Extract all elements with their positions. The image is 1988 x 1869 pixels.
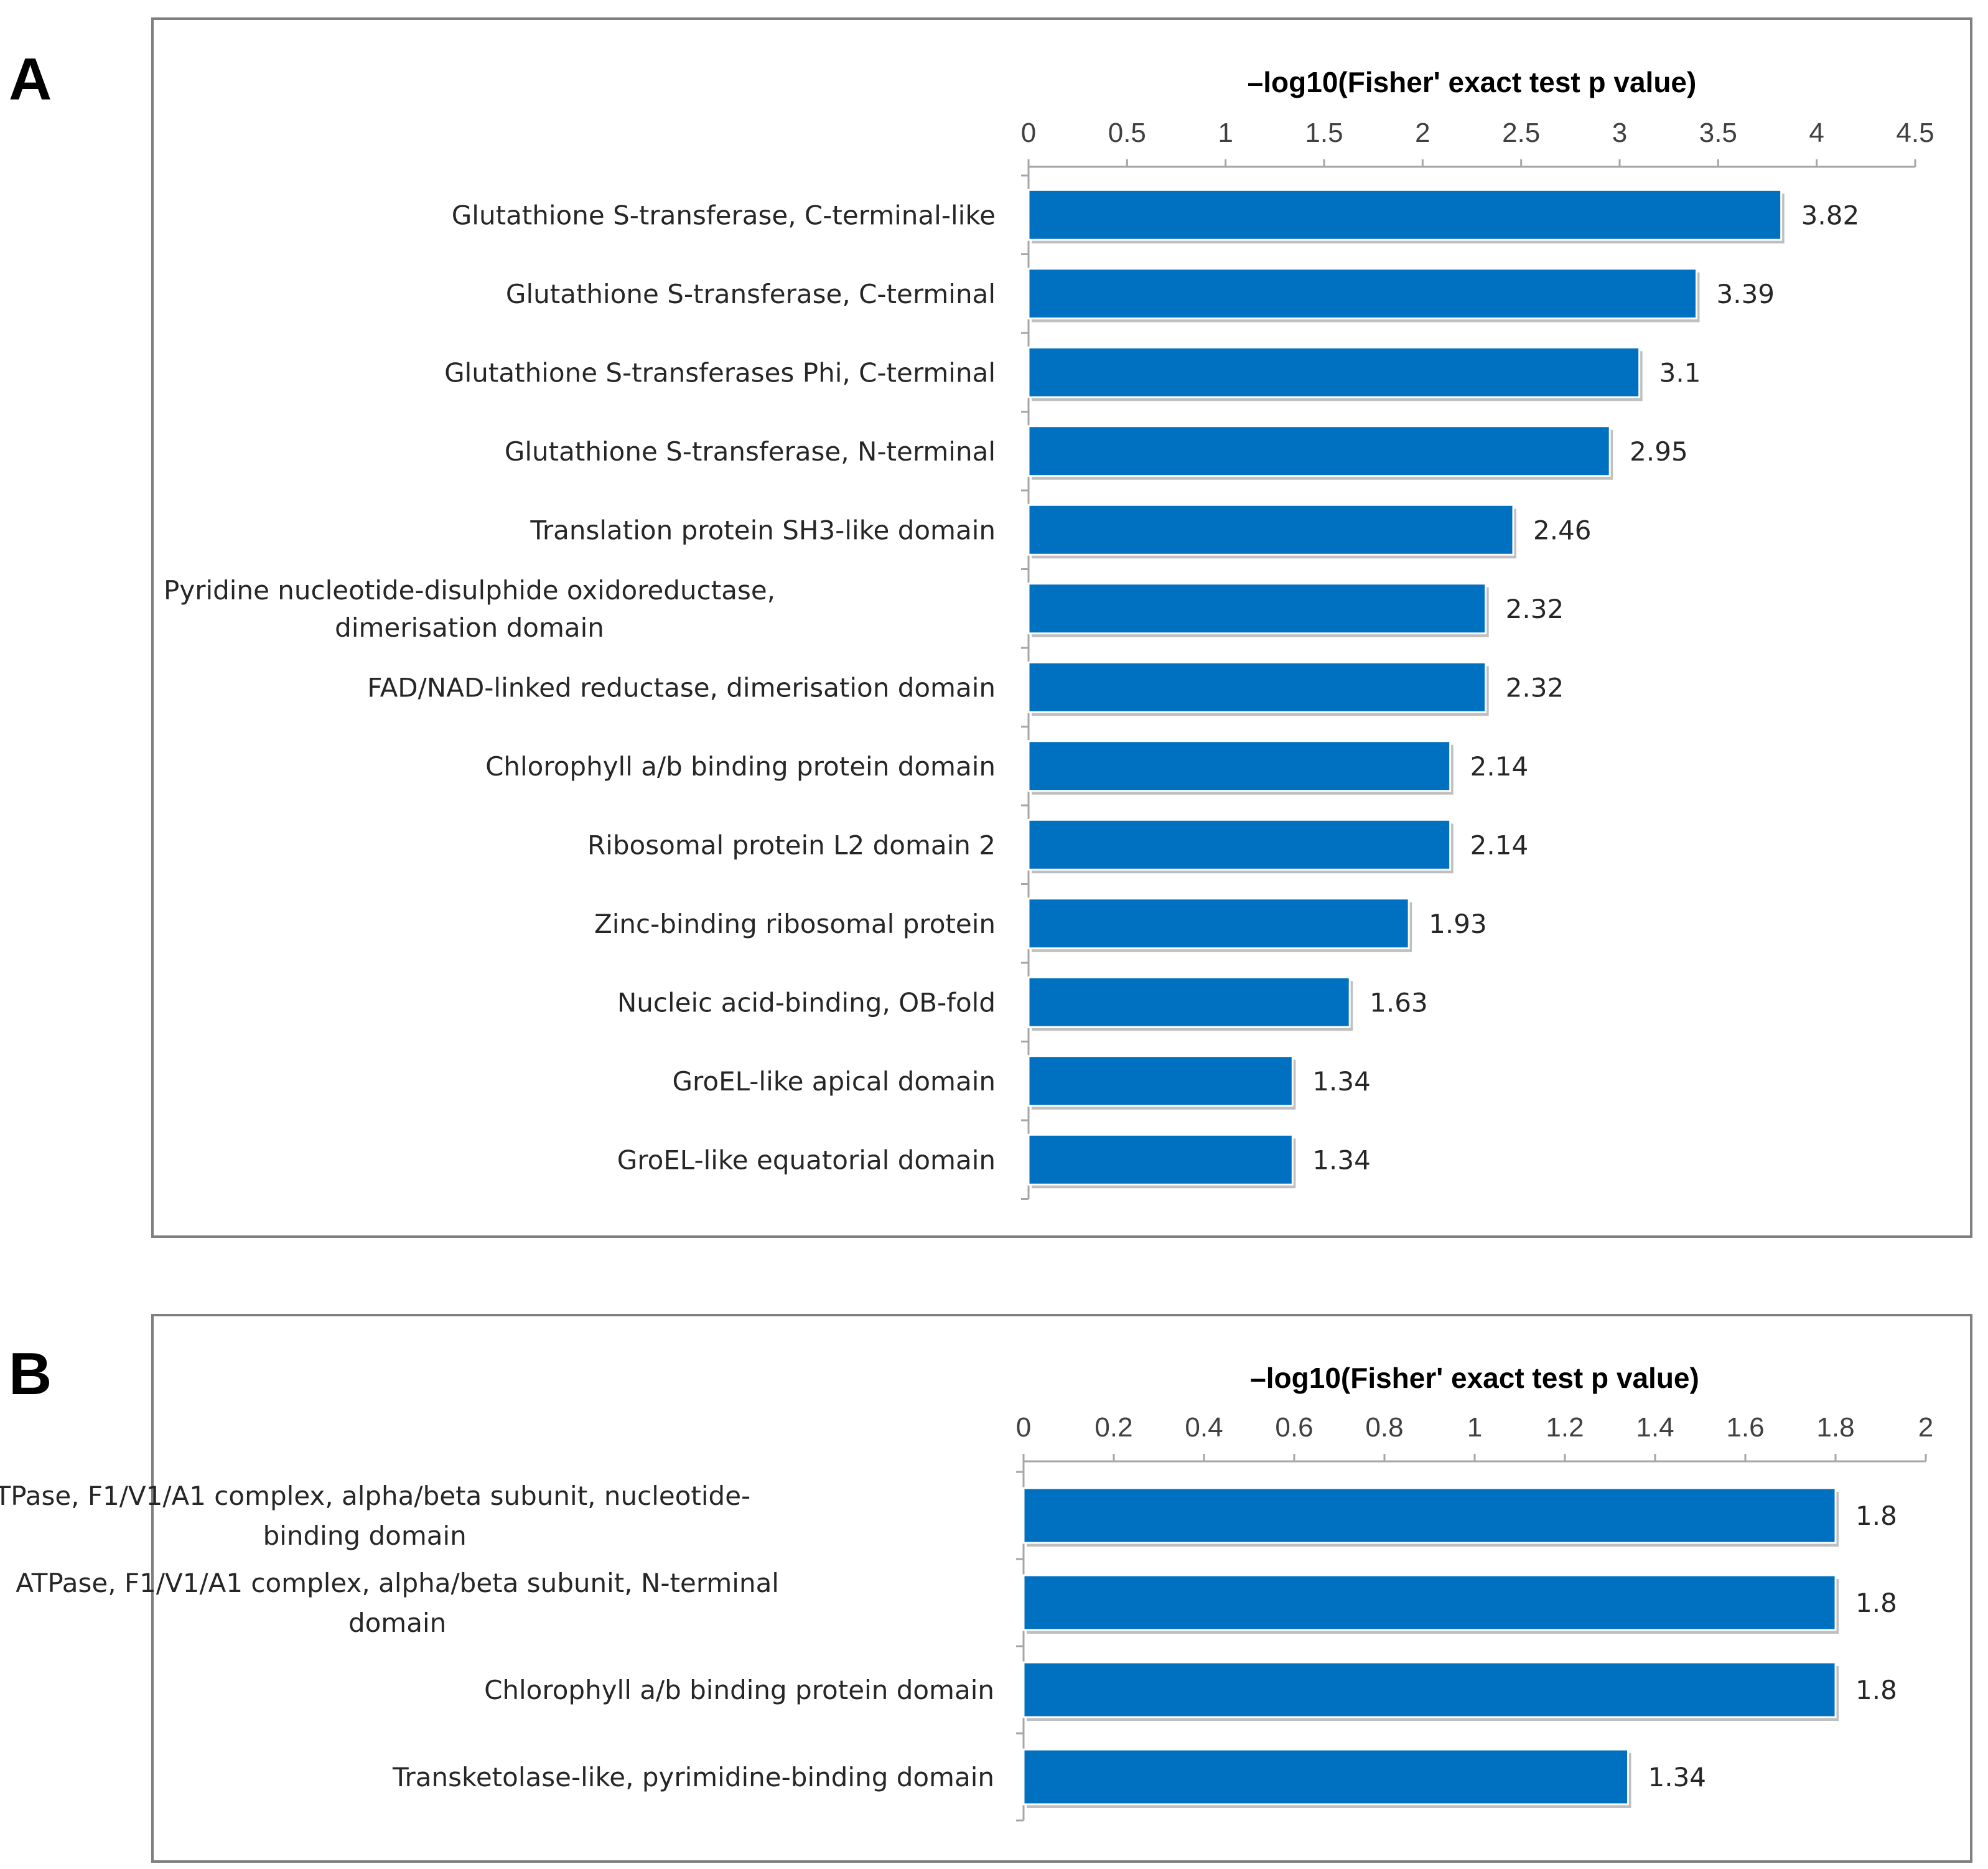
chart-b-category-label-line: ATPase, F1/V1/A1 complex, alpha/beta sub… [0, 1481, 750, 1511]
panel-b-letter: B [9, 1341, 52, 1407]
chart-b-category-label-line: ATPase, F1/V1/A1 complex, alpha/beta sub… [16, 1568, 779, 1598]
panel-a-letter: A [9, 46, 52, 113]
chart-a-category-label-line: Chlorophyll a/b binding protein domain [485, 751, 996, 782]
chart-a-data-label: 3.39 [1717, 279, 1775, 309]
chart-a-category-label: Chlorophyll a/b binding protein domain [485, 751, 996, 782]
chart-a-axis-title: –log10(Fisher' exact test p value) [1248, 66, 1697, 98]
chart-b-x-tick-label: 2 [1918, 1412, 1933, 1443]
chart-a-bar [1027, 346, 1641, 398]
chart-b-x-tick-label: 1.4 [1636, 1412, 1674, 1443]
chart-a-category-label-line: GroEL-like equatorial domain [617, 1145, 996, 1175]
chart-b-axis-title: –log10(Fisher' exact test p value) [1250, 1362, 1699, 1394]
chart-a-category-label: Glutathione S-transferase, N-terminal [505, 436, 996, 467]
chart-b-x-tick-label: 1 [1467, 1412, 1482, 1443]
chart-a-category-label-line: Glutathione S-transferase, C-terminal-li… [452, 200, 996, 230]
chart-a-bar [1027, 1133, 1294, 1186]
chart-a-category-label: GroEL-like equatorial domain [617, 1145, 996, 1175]
chart-a-x-tick-label: 2.5 [1502, 118, 1540, 148]
chart-a-bar [1027, 976, 1351, 1028]
chart-b-x-tick-label: 0.4 [1185, 1412, 1223, 1443]
chart-a-x-tick-label: 3 [1612, 118, 1627, 148]
chart-a-category-label-line: Zinc-binding ribosomal protein [594, 909, 996, 939]
chart-a-category-label-line: Translation protein SH3-like domain [530, 515, 996, 545]
chart-a-category-label: Ribosomal protein L2 domain 2 [587, 830, 996, 860]
chart-b-category-label-line: domain [348, 1608, 446, 1638]
chart-b-bar [1022, 1748, 1629, 1806]
chart-b-category-label-line: binding domain [263, 1520, 467, 1551]
chart-a-category-label-line: Glutathione S-transferases Phi, C-termin… [444, 357, 996, 388]
chart-a-x-tick-label: 2 [1415, 118, 1430, 148]
chart-a-bar [1027, 661, 1487, 713]
chart-a-category-label: Pyridine nucleotide-disulphide oxidoredu… [164, 575, 775, 643]
chart-b-bar [1022, 1574, 1837, 1631]
chart-a-bar [1027, 897, 1410, 950]
chart-a-x-tick-label: 1 [1218, 118, 1233, 148]
chart-a-x-tick-label: 1.5 [1305, 118, 1343, 148]
chart-a-bar [1027, 504, 1514, 556]
chart-a-bar [1027, 268, 1697, 320]
chart-a-x-tick-label: 4 [1809, 118, 1824, 148]
chart-a-bar [1027, 189, 1783, 241]
chart-b-x-tick-label: 1.6 [1726, 1412, 1764, 1443]
chart-a-x-tick-label: 3.5 [1699, 118, 1737, 148]
chart-b-x-tick-label: 0.2 [1094, 1412, 1132, 1443]
chart-a-data-label: 1.34 [1312, 1145, 1371, 1175]
chart-a-data-label: 2.95 [1630, 436, 1688, 467]
chart-b-data-label: 1.8 [1855, 1675, 1897, 1705]
chart-b-category-label: Transketolase-like, pyrimidine-binding d… [392, 1762, 994, 1792]
chart-a-category-label: Glutathione S-transferase, C-terminal-li… [452, 200, 996, 230]
chart-b-x-tick-label: 0.6 [1275, 1412, 1313, 1443]
chart-a-data-label: 3.82 [1801, 200, 1860, 230]
chart-a-category-label: Zinc-binding ribosomal protein [594, 909, 996, 939]
chart-b-category-label: ATPase, F1/V1/A1 complex, alpha/beta sub… [16, 1568, 779, 1638]
chart-b-bar [1022, 1661, 1837, 1718]
chart-a-category-label-line: FAD/NAD-linked reductase, dimerisation d… [367, 672, 996, 703]
chart-a-data-label: 2.14 [1470, 751, 1529, 782]
chart-a-data-label: 3.1 [1659, 357, 1701, 388]
chart-b-data-label: 1.8 [1855, 1588, 1897, 1618]
chart-b-category-label-line: Chlorophyll a/b binding protein domain [484, 1675, 994, 1705]
chart-a: –log10(Fisher' exact test p value) 0 0.5 1 1… [151, 17, 1972, 1238]
chart-a-category-label: Glutathione S-transferase, C-terminal [506, 279, 996, 309]
chart-a-bar [1027, 583, 1487, 635]
chart-b-category-label: Chlorophyll a/b binding protein domain [484, 1675, 994, 1705]
chart-a-category-label: Glutathione S-transferases Phi, C-termin… [444, 357, 996, 388]
chart-a-data-label: 2.46 [1533, 515, 1592, 545]
chart-b: –log10(Fisher' exact test p value) 0 0.2 0.… [0, 1314, 1972, 1863]
chart-b-x-tick-label: 0 [1016, 1412, 1031, 1443]
chart-b-category-label-line: Transketolase-like, pyrimidine-binding d… [392, 1762, 994, 1792]
chart-a-category-label: GroEL-like apical domain [672, 1066, 996, 1097]
chart-a-data-label: 2.32 [1506, 672, 1564, 703]
chart-a-x-tick-label: 0.5 [1108, 118, 1146, 148]
chart-a-bar [1027, 1055, 1294, 1107]
chart-a-category-label: Nucleic acid-binding, OB-fold [617, 987, 996, 1018]
chart-a-data-label: 1.93 [1429, 909, 1487, 939]
chart-a-data-label: 2.32 [1506, 594, 1564, 624]
chart-b-x-tick-label: 1.8 [1816, 1412, 1854, 1443]
chart-a-category-label-line: dimerisation domain [335, 612, 604, 643]
chart-a-data-label: 1.63 [1370, 987, 1428, 1018]
chart-a-x-tick-label: 4.5 [1896, 118, 1934, 148]
chart-b-x-tick-label: 0.8 [1365, 1412, 1403, 1443]
chart-a-bar [1027, 818, 1452, 871]
chart-a-category-label: FAD/NAD-linked reductase, dimerisation d… [367, 672, 996, 703]
chart-a-category-label-line: Ribosomal protein L2 domain 2 [587, 830, 996, 860]
chart-b-data-label: 1.8 [1855, 1501, 1897, 1531]
chart-b-bar [1022, 1487, 1837, 1544]
chart-a-category-label-line: Glutathione S-transferase, N-terminal [505, 436, 996, 467]
chart-a-x-tick-label: 0 [1021, 118, 1036, 148]
chart-a-category-label-line: Pyridine nucleotide-disulphide oxidoredu… [164, 575, 775, 606]
chart-a-data-label: 1.34 [1312, 1066, 1371, 1097]
chart-a-category-label-line: Glutathione S-transferase, C-terminal [506, 279, 996, 309]
chart-a-category-label-line: GroEL-like apical domain [672, 1066, 996, 1097]
chart-b-data-label: 1.34 [1648, 1762, 1707, 1792]
chart-b-x-tick-label: 1.2 [1546, 1412, 1584, 1443]
chart-a-data-label: 2.14 [1470, 830, 1529, 860]
chart-a-bar [1027, 740, 1452, 792]
chart-a-category-label-line: Nucleic acid-binding, OB-fold [617, 987, 996, 1018]
chart-a-category-label: Translation protein SH3-like domain [530, 515, 996, 545]
chart-b-category-label: ATPase, F1/V1/A1 complex, alpha/beta sub… [0, 1481, 750, 1551]
chart-a-bar [1027, 425, 1611, 477]
